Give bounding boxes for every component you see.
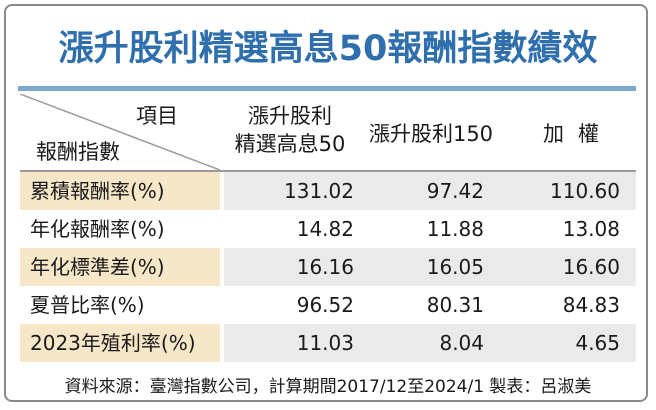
table-row: 夏普比率(%) 96.52 80.31 84.83 — [20, 286, 636, 324]
column-header-dividend-150: 漲升股利150 — [368, 122, 494, 146]
header-diagonal-divider — [20, 94, 220, 170]
cell-value: 84.83 — [562, 293, 620, 317]
header-item-label: 項目 — [136, 104, 178, 128]
cell-value: 11.03 — [224, 324, 364, 362]
column-separator — [220, 248, 224, 286]
title-rule — [18, 86, 636, 91]
cell-value: 11.88 — [426, 217, 484, 241]
cell-value: 110.60 — [494, 172, 636, 210]
table-card: 漲升股利精選高息50報酬指數績效 項目 報酬指數 漲升股利 精選高息50 漲升股… — [4, 4, 648, 402]
row-label: 夏普比率(%) — [30, 293, 145, 317]
header-divider — [20, 170, 636, 172]
cell-value: 16.16 — [224, 248, 364, 286]
column-header-high-dividend-50: 漲升股利 精選高息50 — [220, 102, 360, 158]
table-row: 累積報酬率(%) 131.02 97.42 110.60 — [20, 172, 636, 210]
row-label: 累積報酬率(%) — [20, 172, 220, 210]
source-footnote: 資料來源：臺灣指數公司，計算期間2017/12至2024/1 製表：呂淑美 — [64, 377, 592, 397]
cell-value: 16.05 — [364, 248, 494, 286]
column-header-line: 漲升股利 — [248, 104, 332, 128]
row-label: 年化標準差(%) — [20, 248, 220, 286]
column-separator — [220, 324, 224, 362]
row-label: 年化報酬率(%) — [30, 217, 165, 241]
cell-value: 80.31 — [426, 293, 484, 317]
cell-value: 96.52 — [296, 293, 354, 317]
table-row: 年化報酬率(%) 14.82 11.88 13.08 — [20, 210, 636, 248]
header-metric-label: 報酬指數 — [36, 140, 120, 164]
column-header-taiex: 加權 — [543, 122, 613, 146]
column-separator — [220, 172, 224, 210]
row-label: 2023年殖利率(%) — [20, 324, 220, 362]
column-header-line: 精選高息50 — [234, 132, 346, 156]
cell-value: 13.08 — [562, 217, 620, 241]
cell-value: 14.82 — [296, 217, 354, 241]
cell-value: 131.02 — [224, 172, 364, 210]
cell-value: 8.04 — [364, 324, 494, 362]
page-title: 漲升股利精選高息50報酬指數績效 — [58, 29, 598, 69]
table-row: 年化標準差(%) 16.16 16.05 16.60 — [20, 248, 636, 286]
cell-value: 16.60 — [494, 248, 636, 286]
table-row: 2023年殖利率(%) 11.03 8.04 4.65 — [20, 324, 636, 362]
cell-value: 4.65 — [494, 324, 636, 362]
cell-value: 97.42 — [364, 172, 494, 210]
